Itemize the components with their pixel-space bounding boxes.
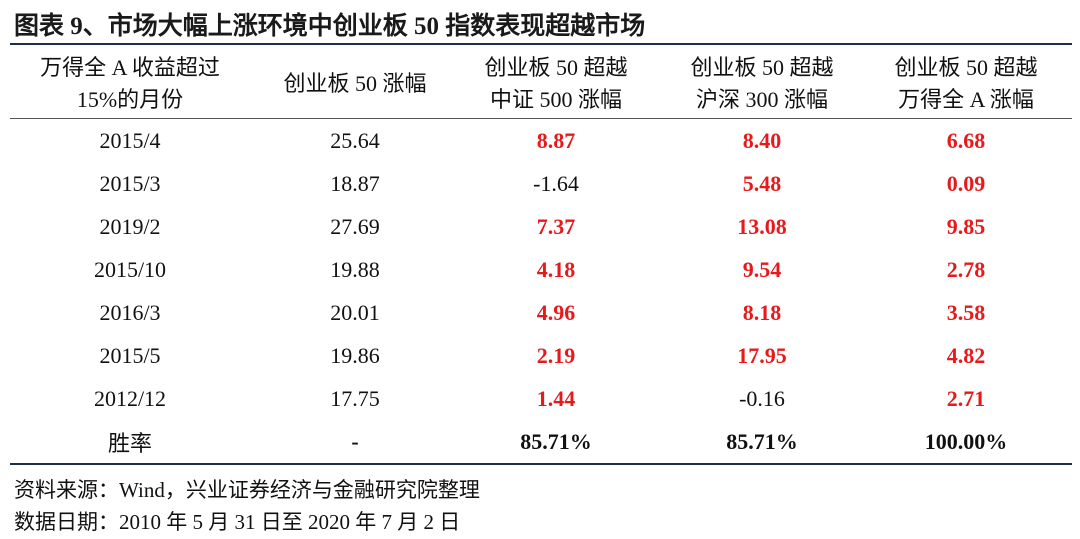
table-cell: 5.48 [742,171,782,196]
table-cell: 18.87 [330,171,380,196]
table-cell: 8.40 [742,128,782,153]
table-cell: 2.78 [946,257,986,282]
table-cell: 19.86 [330,343,380,368]
table-cell: 2016/3 [99,300,161,325]
date-note: 数据日期：2010 年 5 月 31 日至 2020 年 7 月 2 日 [14,510,461,534]
table-cell: 17.95 [737,343,787,368]
table-cell: 25.64 [330,128,380,153]
table-cell: 8.18 [742,300,782,325]
table-cell: 13.08 [737,214,787,239]
table-cell: 27.69 [330,214,380,239]
table-cell: 4.18 [536,257,576,282]
table-cell: 2015/5 [99,343,161,368]
table-cell: 2.19 [536,343,576,368]
table-cell: 9.85 [946,214,986,239]
header-cell: 万得全 A 涨幅 [898,87,1034,112]
table-cell: 2.71 [946,386,986,411]
table-cell: 2012/12 [93,386,167,411]
table-cell: 17.75 [330,386,380,411]
header-cell: 沪深 300 涨幅 [695,87,829,112]
table-cell: 1.44 [536,386,576,411]
table-cell: 2015/10 [93,257,167,282]
header-cell: 创业板 50 涨幅 [283,71,427,96]
bottom-rule [10,463,1072,465]
header-cell: 万得全 A 收益超过 [40,55,220,80]
header-cell: 创业板 50 超越 [484,55,628,80]
table-cell: 4.96 [536,300,576,325]
table-cell: - [351,429,359,454]
table-cell: 7.37 [536,214,576,239]
source-note: 资料来源：Wind，兴业证券经济与金融研究院整理 [14,478,480,502]
table-cell: 20.01 [330,300,380,325]
header-cell: 创业板 50 超越 [894,55,1038,80]
table-cell: 85.71% [726,429,798,454]
table-cell: 6.68 [946,128,986,153]
table-cell: -1.64 [533,171,579,196]
header-cell: 中证 500 涨幅 [489,87,623,112]
table-cell: 19.88 [330,257,380,282]
table-cell: 8.87 [536,128,576,153]
table-cell: 0.09 [946,171,986,196]
header-cell: 15%的月份 [76,87,184,112]
table-cell: 4.82 [946,343,986,368]
table-cell: 3.58 [946,300,986,325]
top-rule [10,43,1072,45]
table-cell: 2015/4 [99,128,161,153]
table-cell: 2019/2 [99,214,161,239]
table-cell: 85.71% [520,429,592,454]
header-cell: 创业板 50 超越 [690,55,834,80]
table-cell: 2015/3 [99,171,161,196]
title: 图表 9、市场大幅上涨环境中创业板 50 指数表现超越市场 [14,13,646,40]
header-rule [10,118,1072,119]
table-cell: 9.54 [742,257,782,282]
table-cell: 胜率 [107,431,153,456]
table-cell: 100.00% [924,429,1008,454]
table-cell: -0.16 [739,386,785,411]
